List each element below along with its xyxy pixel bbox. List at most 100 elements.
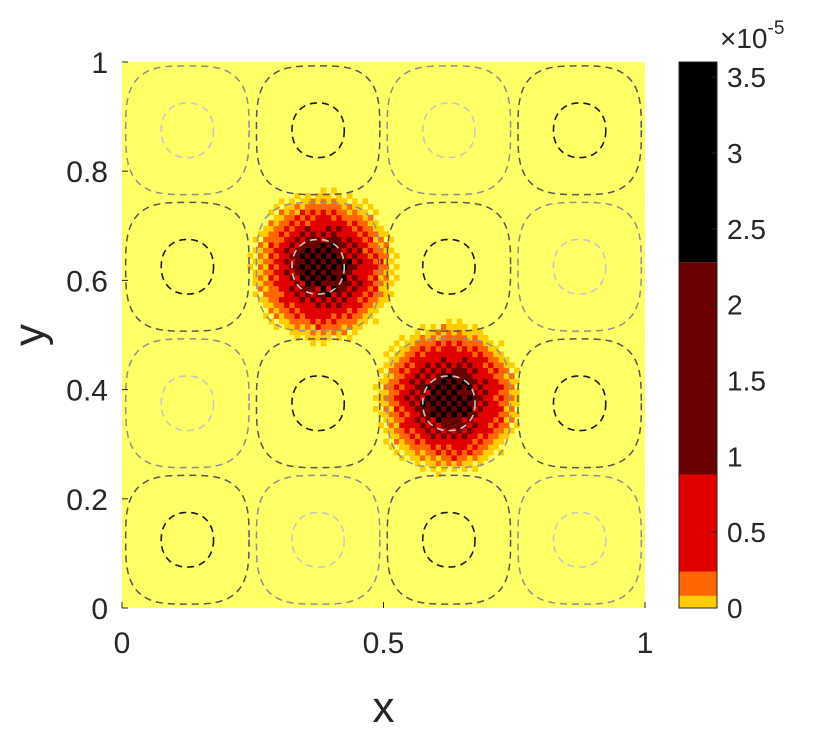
heat-cell <box>482 449 489 456</box>
heat-cell <box>461 411 468 418</box>
heat-cell <box>488 340 494 347</box>
heat-cell <box>388 395 395 401</box>
heat-cell <box>414 460 421 467</box>
heat-cell <box>446 318 452 325</box>
heat-cell <box>346 285 353 292</box>
heat-cell <box>305 236 311 243</box>
heat-cell <box>388 373 395 379</box>
heat-cell <box>305 247 311 254</box>
heat-cell <box>268 220 274 227</box>
heat-cell <box>278 242 285 248</box>
heat-cell <box>425 351 431 358</box>
heat-cell <box>357 313 363 319</box>
heat-cell <box>509 411 515 418</box>
heat-cell <box>278 296 285 303</box>
heat-cell <box>305 274 311 281</box>
heat-cell <box>425 362 431 369</box>
heat-cell <box>482 422 489 429</box>
heat-cell <box>498 378 505 385</box>
heat-cell <box>299 214 306 221</box>
heat-cell <box>341 247 348 254</box>
heat-cell <box>325 318 332 325</box>
heat-cell <box>430 335 437 341</box>
heat-cell <box>331 187 337 194</box>
heat-cell <box>263 285 269 292</box>
heat-cell <box>284 274 290 281</box>
heat-cell <box>441 324 447 330</box>
heat-cell <box>514 367 520 374</box>
heat-cell <box>435 389 442 396</box>
heat-cell <box>346 274 353 281</box>
heat-cell <box>446 444 452 450</box>
heat-cell <box>305 264 311 270</box>
heat-cell <box>373 384 379 390</box>
heat-cell <box>320 231 327 238</box>
heat-cell <box>325 307 332 314</box>
heat-cell <box>435 351 442 358</box>
heat-cell <box>467 405 473 412</box>
heat-cell <box>420 422 426 429</box>
heat-cell <box>503 416 510 423</box>
heat-cell <box>488 395 494 401</box>
heat-cell <box>498 362 505 369</box>
heat-cell <box>383 411 390 418</box>
heat-cell <box>383 269 390 276</box>
heat-cell <box>446 460 452 467</box>
heat-cell <box>461 449 468 456</box>
heat-cell <box>446 329 452 336</box>
heat-cell <box>425 329 431 336</box>
heat-cell <box>383 389 390 396</box>
heat-cell <box>315 253 322 259</box>
heat-cell <box>435 438 442 445</box>
heat-cell <box>378 367 384 374</box>
heat-cell <box>289 209 295 216</box>
heat-cell <box>325 264 332 270</box>
heat-cell <box>477 422 484 429</box>
heat-cell <box>472 378 478 385</box>
heat-cell <box>451 433 458 440</box>
heat-cell <box>461 356 468 363</box>
heat-cell <box>461 438 468 445</box>
heat-cell <box>446 395 452 401</box>
heat-cell <box>446 405 452 412</box>
heat-cell <box>299 231 306 238</box>
y-axis-ticks: 0 0.2 0.4 0.6 0.8 1 <box>66 47 128 626</box>
heat-cell <box>289 269 295 276</box>
heat-cell <box>373 242 379 248</box>
heat-cell <box>461 455 468 461</box>
heat-cell <box>404 444 410 450</box>
heat-cell <box>284 313 290 319</box>
heat-cell <box>346 264 353 270</box>
heat-cell <box>378 389 384 396</box>
heat-cell <box>284 236 290 243</box>
heat-cell <box>404 389 410 396</box>
heat-cell <box>509 427 515 434</box>
heat-cell <box>493 405 499 412</box>
heat-cell <box>388 356 395 363</box>
heat-cell <box>294 225 301 232</box>
heat-cell <box>362 258 369 265</box>
heat-cell <box>420 416 426 423</box>
heat-cell <box>284 258 290 265</box>
heat-cell <box>373 274 379 281</box>
heat-cell <box>367 258 374 265</box>
heat-cell <box>461 384 468 390</box>
heat-cell <box>399 378 405 385</box>
heat-cell <box>477 373 484 379</box>
heat-cell <box>435 367 442 374</box>
heat-cell <box>247 264 254 270</box>
heat-cell <box>409 411 416 418</box>
heat-cell <box>451 345 458 352</box>
heat-cell <box>325 285 332 292</box>
heat-cell <box>294 242 301 248</box>
heat-cell <box>482 373 489 379</box>
heat-cell <box>498 438 505 445</box>
heat-cell <box>346 231 353 238</box>
heat-cell <box>467 460 473 467</box>
heat-cell <box>299 307 306 314</box>
heat-cell <box>404 367 410 374</box>
heat-cell <box>257 247 264 254</box>
heat-cell <box>503 411 510 418</box>
heat-cell <box>367 236 374 243</box>
heat-cell <box>352 264 358 270</box>
